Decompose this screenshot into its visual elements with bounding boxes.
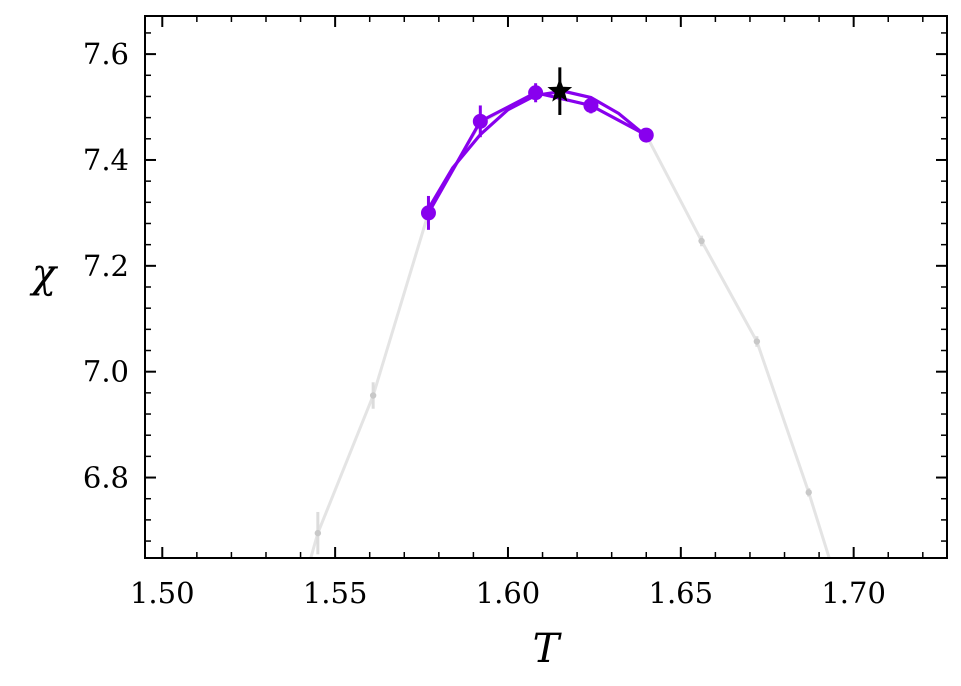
highlight-point-4: [638, 127, 654, 143]
background-point-10: [805, 489, 812, 496]
y-tick-label-4: 7.6: [83, 37, 129, 71]
x-tick-label-4: 1.70: [821, 576, 886, 610]
background-point-8: [698, 237, 705, 245]
highlight-point-0: [420, 205, 436, 221]
x-tick-label-1: 1.55: [303, 576, 368, 610]
y-tick-label-3: 7.4: [83, 143, 129, 177]
x-tick-label-3: 1.65: [649, 576, 714, 610]
y-tick-label-1: 7.0: [83, 355, 129, 389]
background-point-1: [314, 529, 322, 537]
y-tick-label-0: 6.8: [83, 461, 129, 495]
peak-star-marker: [547, 78, 573, 102]
plot-frame: [144, 15, 948, 559]
highlight-point-1: [472, 113, 488, 129]
y-tick-label-2: 7.2: [83, 249, 129, 283]
x-axis-label: T: [533, 626, 563, 672]
highlight-fit-curve: [427, 89, 648, 210]
x-tick-label-0: 1.50: [130, 576, 195, 610]
y-axis-label: χ: [29, 251, 59, 297]
x-tick-label-2: 1.60: [476, 576, 541, 610]
background-point-2: [369, 392, 377, 399]
highlight-point-2: [528, 85, 544, 101]
background-point-11: [850, 633, 856, 639]
background-point-9: [753, 338, 761, 345]
highlight-point-3: [583, 97, 599, 113]
